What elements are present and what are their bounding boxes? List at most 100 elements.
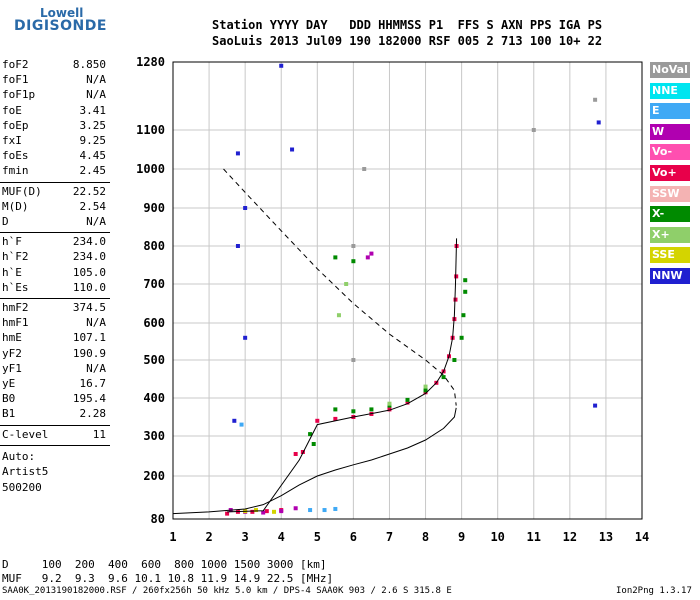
echo-point-nnw (235, 244, 240, 248)
echo-point-x (308, 432, 313, 437)
x-tick-label: 6 (350, 530, 357, 544)
muf-frequency-row: MUF 9.2 9.3 9.6 10.1 10.8 11.9 14.9 22.5… (2, 572, 334, 585)
param-row-d: D N/A (2, 215, 106, 230)
echo-point-sse (272, 509, 277, 514)
chart-tick-labels: 1 2 3 4 5 6 7 8 9 10 11 12 13 14802003004005006007008… (136, 55, 649, 544)
echo-point-nnw (232, 418, 237, 423)
x-tick-label: 11 (527, 530, 541, 544)
param-name: h`E (2, 265, 22, 279)
echo-point-e (308, 508, 313, 513)
legend-item-x: X+ (650, 226, 690, 243)
chart-grid (172, 61, 643, 520)
station-header-values: SaoLuis 2013 Jul09 190 182000 RSF 005 2 … (212, 34, 603, 48)
param-value: 2.28 (79, 407, 107, 421)
echo-point-sse (253, 508, 258, 513)
param-row-hf2: h`F2 234.0 (2, 250, 106, 265)
param-row-he: h`E 105.0 (2, 266, 106, 281)
echo-point-nnw (235, 151, 240, 156)
autoscaling-info: Auto: (2, 449, 36, 463)
legend-item-vo: Vo+ (650, 165, 690, 181)
panel-divider (0, 444, 110, 446)
param-value: 8.850 (72, 58, 106, 71)
echo-point-vo (405, 400, 410, 405)
echo-point-noval (351, 244, 356, 248)
echo-point-noval (362, 167, 367, 171)
y-tick-label: 200 (143, 469, 165, 483)
param-value: N/A (86, 316, 106, 330)
echo-point-noval (351, 358, 356, 362)
echo-point-x (351, 409, 356, 414)
echo-point-vo (315, 418, 320, 423)
x-tick-label: 3 (242, 530, 249, 544)
true-height-profile-curve (172, 407, 457, 515)
x-tick-label: 8 (422, 530, 429, 544)
param-row-foes: foEs 4.45 (2, 149, 106, 164)
legend-item-e: E (650, 103, 690, 120)
echo-point-w (261, 510, 266, 515)
echo-point-vo (250, 509, 255, 514)
param-row-fof1p: foF1p N/A (2, 88, 106, 103)
param-value: 22.52 (72, 184, 106, 198)
echo-point-w (293, 506, 298, 511)
footer-file-info: SAA0K_2013190182000.RSF / 260fx256h 50 k… (2, 586, 452, 596)
echo-point-e (322, 508, 327, 513)
param-name: B1 (2, 407, 16, 421)
param-name: D (2, 215, 9, 228)
param-value: N/A (86, 361, 106, 375)
echo-point-e (239, 422, 244, 427)
param-row-hme: hmE 107.1 (2, 331, 106, 346)
param-row-hmf1: hmF1 N/A (2, 316, 106, 331)
param-value: 11 (92, 427, 106, 441)
param-name: h`Es (2, 280, 29, 294)
x-tick-label: 13 (599, 530, 613, 544)
param-name: MUF(D) (2, 184, 42, 198)
param-name: foEp (2, 118, 29, 132)
y-tick-label: 400 (143, 391, 165, 405)
echo-point-vo (293, 452, 298, 456)
x-tick-label: 4 (278, 530, 285, 544)
param-value: 107.1 (72, 331, 106, 345)
param-row-b0: B0 195.4 (2, 392, 106, 407)
legend-item-nne: NNE (650, 82, 690, 99)
param-name: h`F (2, 235, 22, 249)
model-virtual-height-trace (227, 238, 458, 513)
echo-point-x (344, 282, 349, 286)
param-value: 374.5 (72, 301, 106, 314)
param-row-hf: h`F 234.0 (2, 235, 106, 250)
param-row-fxi: fxI 9.25 (2, 134, 106, 149)
y-tick-label: 300 (143, 429, 165, 443)
echo-point-nnw (593, 403, 598, 408)
param-row-yf2: yF2 190.9 (2, 347, 106, 362)
param-name: fxI (2, 134, 22, 147)
param-name: M(D) (2, 199, 29, 213)
legend-item-nnw: NNW (650, 268, 690, 284)
param-value: 190.9 (72, 346, 106, 360)
param-value: 110.0 (72, 280, 106, 294)
echo-point-vo (387, 407, 392, 412)
x-tick-label: 2 (205, 530, 212, 544)
x-tick-label: 5 (314, 530, 321, 544)
param-value: 195.4 (72, 392, 106, 406)
logo-lowell: Lowell (40, 6, 84, 20)
param-name: hmF1 (2, 316, 29, 330)
y-tick-label: 80 (151, 512, 165, 526)
legend-item-x: X- (650, 206, 690, 223)
muf-dashed-curve (223, 168, 457, 406)
echo-point-x (463, 289, 468, 294)
echo-point-vo (264, 509, 269, 514)
x-tick-label: 12 (563, 530, 577, 544)
plot-frame (172, 61, 643, 520)
echo-point-x (369, 407, 374, 412)
panel-divider (0, 232, 110, 234)
x-tick-label: 1 (169, 530, 176, 544)
echo-point-x (441, 375, 446, 380)
echo-point-nnw (279, 63, 284, 68)
param-value: 234.0 (72, 235, 106, 249)
y-tick-label: 700 (143, 277, 165, 291)
param-name: foF1 (2, 73, 29, 87)
echo-point-vo (454, 274, 459, 279)
y-tick-label: 500 (143, 353, 165, 367)
param-value: 2.54 (79, 199, 107, 213)
param-row-fof2: foF2 8.850 (2, 58, 106, 73)
